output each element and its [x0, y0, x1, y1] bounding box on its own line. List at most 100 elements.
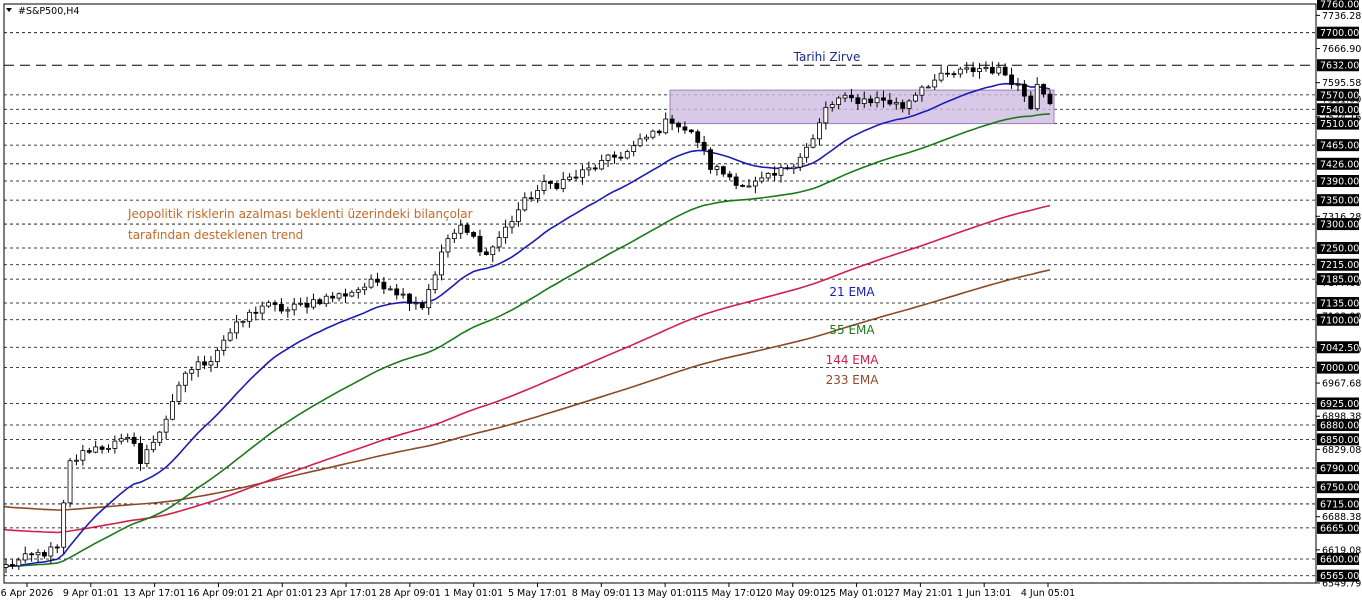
level-price-box — [1317, 361, 1359, 374]
candle-body — [195, 361, 201, 370]
candle-body — [509, 221, 515, 228]
ath-label: Tarihi Zirve — [793, 50, 861, 64]
level-price-box — [1317, 341, 1359, 354]
candle-body — [874, 97, 880, 104]
candle-body — [272, 302, 278, 305]
candle-body — [663, 118, 669, 134]
candle-body — [42, 551, 47, 557]
candle-body — [957, 68, 963, 75]
level-price-box — [1317, 117, 1359, 130]
candle-body — [259, 305, 265, 314]
level-price-label: 7000.00 — [1320, 363, 1359, 374]
ema21-label: 21 EMA — [829, 285, 875, 299]
candle-body — [772, 172, 777, 176]
level-price-label: 6600.00 — [1320, 554, 1359, 565]
level-price-label: 7510.00 — [1320, 119, 1359, 130]
level-price-box — [1317, 433, 1359, 446]
candle-body — [515, 209, 521, 222]
level-price-box — [1317, 59, 1359, 72]
level-price-box — [1317, 139, 1359, 152]
candle-body — [16, 559, 22, 567]
level-price-label: 7760.00 — [1320, 0, 1359, 11]
candle-body — [752, 180, 758, 187]
candle-body — [208, 361, 214, 366]
candle-body — [573, 176, 579, 179]
candle-body — [298, 302, 304, 305]
candle-body — [394, 288, 400, 296]
x-tick-label: 23 Apr 17:01 — [315, 588, 377, 599]
candle-body — [612, 154, 617, 158]
candle-body — [86, 450, 92, 453]
candle-body — [1021, 83, 1027, 97]
candle-body — [93, 446, 99, 453]
ema21-line — [3, 82, 1051, 567]
x-tick-label: 16 Apr 09:01 — [187, 588, 249, 599]
candle-body — [855, 97, 861, 104]
candle-body — [881, 97, 886, 101]
y-tick-label: 6549.79 — [1322, 579, 1361, 590]
candle-body — [624, 151, 630, 159]
candle-body — [163, 418, 169, 433]
candle-body — [919, 86, 925, 96]
candle-body — [317, 299, 323, 305]
candle-body — [202, 361, 207, 366]
candle-body — [253, 311, 259, 314]
symbol-menu-icon — [6, 8, 12, 12]
candle-body — [522, 197, 528, 211]
candle-body — [381, 281, 387, 290]
level-price-box — [1317, 273, 1359, 286]
candle-body — [913, 94, 918, 102]
candle-body — [266, 302, 272, 307]
candle-body — [22, 553, 28, 561]
level-price-box — [1317, 0, 1359, 10]
candle-body — [720, 166, 726, 175]
candle-body — [1015, 83, 1021, 86]
x-tick-label: 1 May 01:01 — [444, 588, 503, 599]
candle-body — [1047, 93, 1053, 105]
x-tick-label: 15 May 17:01 — [696, 588, 761, 599]
y-tick-label: 6898.38 — [1322, 412, 1361, 423]
candle-body — [311, 299, 316, 308]
candle-body — [1009, 74, 1014, 85]
level-price-box — [1317, 194, 1359, 207]
ema233-line — [3, 269, 1051, 511]
candle-body — [868, 98, 874, 104]
candle-body — [343, 293, 348, 297]
candle-body — [893, 102, 899, 105]
candle-body — [631, 145, 637, 152]
candle-body — [29, 553, 35, 556]
level-price-box — [1317, 258, 1359, 271]
resistance-zone-box — [669, 89, 1055, 125]
candle-body — [580, 169, 585, 178]
x-tick-label: 1 Jun 13:01 — [957, 588, 1011, 599]
level-price-label: 7185.00 — [1320, 275, 1359, 286]
level-price-label: 7540.00 — [1320, 105, 1359, 116]
candle-body — [67, 460, 73, 504]
candle-body — [829, 104, 835, 108]
level-price-label: 7390.00 — [1320, 177, 1359, 188]
candle-body — [477, 235, 483, 253]
level-price-label: 6925.00 — [1320, 399, 1359, 410]
level-price-box — [1317, 175, 1359, 188]
level-price-box — [1317, 521, 1359, 534]
x-tick-label: 21 Apr 01:01 — [251, 588, 313, 599]
level-price-box — [1317, 297, 1359, 310]
candle-body — [234, 321, 239, 334]
level-price-box — [1317, 26, 1359, 39]
candle-body — [483, 251, 489, 256]
candle-body — [938, 72, 944, 81]
candle-body — [189, 369, 195, 374]
candle-body — [285, 309, 291, 312]
candle-body — [112, 440, 118, 449]
x-tick-label: 28 Apr 09:01 — [379, 588, 441, 599]
plot-frame — [3, 3, 1317, 584]
level-price-label: 6880.00 — [1320, 421, 1359, 432]
candle-body — [464, 224, 470, 233]
x-tick-label: 20 May 09:01 — [760, 588, 825, 599]
level-price-label: 7465.00 — [1320, 141, 1359, 152]
candle-body — [125, 436, 131, 440]
candle-body — [471, 232, 476, 237]
candle-body — [842, 94, 848, 99]
candle-body — [138, 443, 143, 465]
